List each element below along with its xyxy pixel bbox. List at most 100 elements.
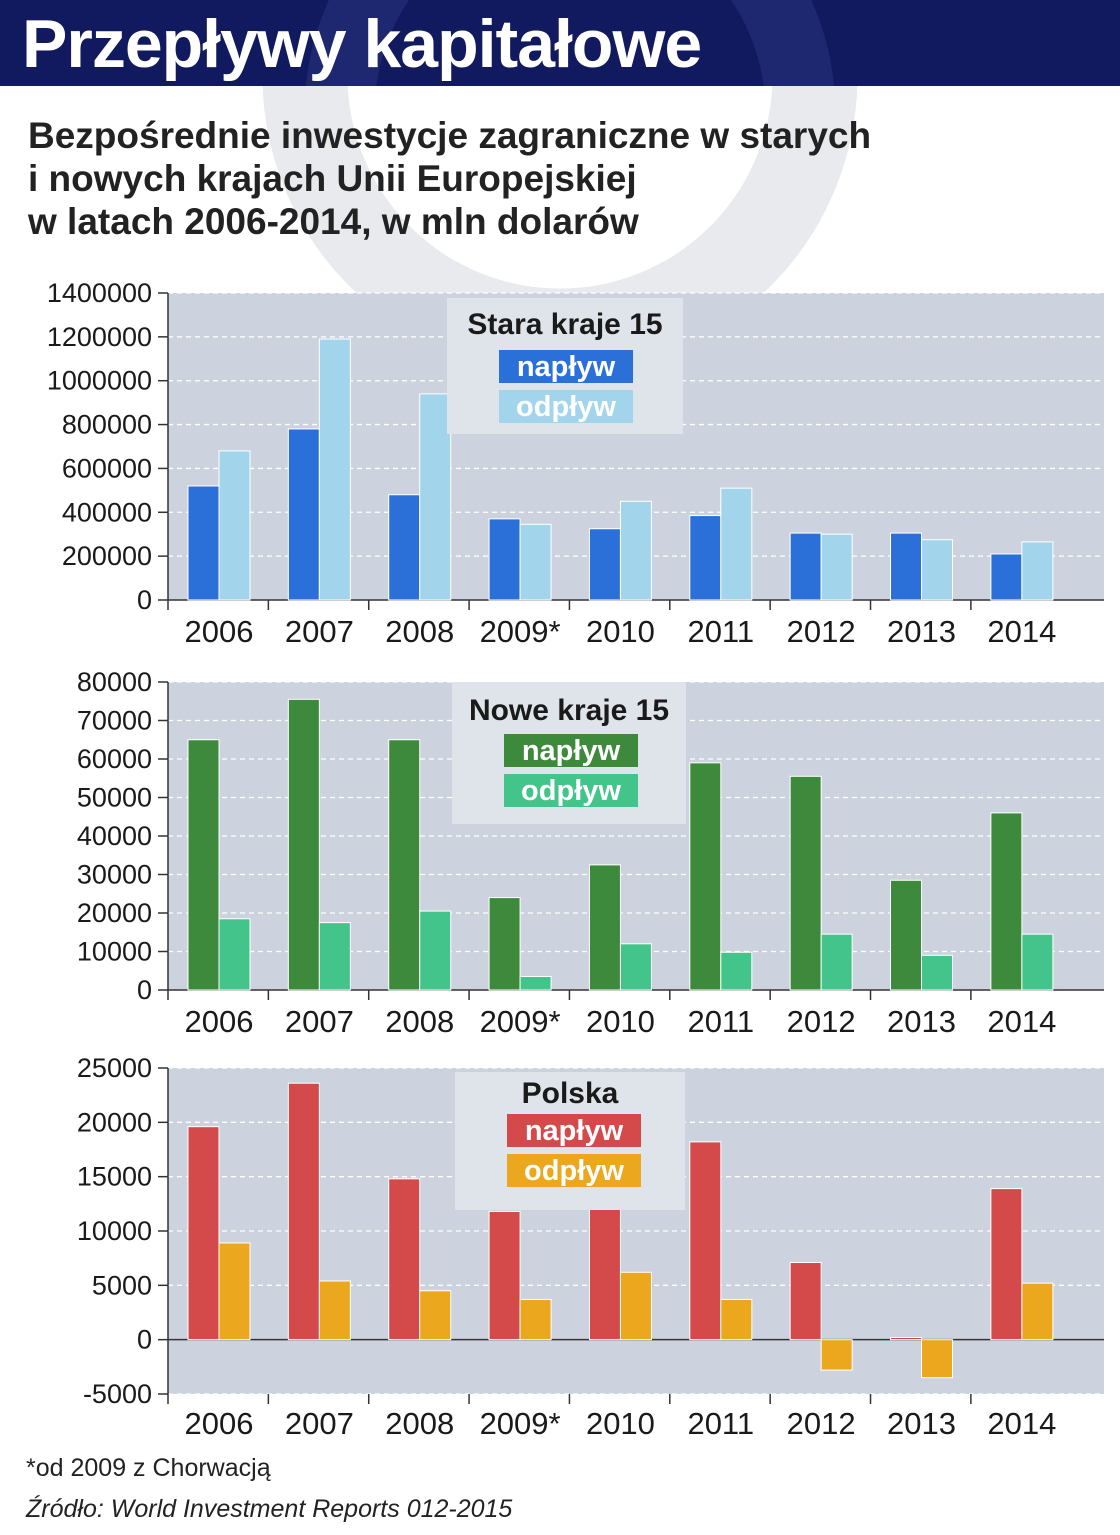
x-tick-label: 2013 — [887, 1004, 956, 1039]
legend-title: Stara kraje 15 — [467, 308, 662, 341]
legend-label-odpływ: odpływ — [521, 775, 621, 807]
bar-odpływ-2008 — [419, 393, 452, 601]
x-tick-label: 2008 — [385, 1004, 454, 1039]
x-tick-label: 2007 — [285, 1004, 354, 1039]
legend-title: Polska — [522, 1077, 619, 1110]
x-tick-label: 2012 — [787, 614, 856, 649]
x-tick-label: 2014 — [987, 1406, 1056, 1441]
y-tick-label: 1400000 — [47, 278, 152, 308]
legend-label-napływ: napływ — [525, 1115, 624, 1147]
bar-napływ-2014 — [990, 1188, 1023, 1341]
bar-napływ-2014 — [990, 812, 1023, 991]
bar-napływ-2011 — [689, 515, 722, 601]
x-tick-label: 2011 — [687, 614, 754, 649]
y-tick-label: 40000 — [77, 821, 152, 851]
x-tick-label: 2014 — [987, 1004, 1056, 1039]
bar-odpływ-2013 — [921, 1339, 954, 1379]
bar-napływ-2007 — [287, 1082, 320, 1341]
bar-odpływ-2006 — [218, 450, 251, 601]
y-tick-label: 20000 — [77, 898, 152, 928]
x-tick-label: 2009* — [480, 1004, 561, 1039]
bar-odpływ-2007 — [318, 338, 351, 601]
legend-swatch-napływ — [507, 1114, 641, 1147]
y-tick-label: 800000 — [62, 410, 152, 440]
x-tick-label: 2006 — [185, 1004, 254, 1039]
y-tick-label: 0 — [137, 975, 152, 1005]
x-tick-label: 2013 — [887, 614, 956, 649]
y-tick-label: 400000 — [62, 497, 152, 527]
y-tick-label: 80000 — [77, 667, 152, 697]
x-tick-label: 2010 — [586, 1004, 655, 1039]
subtitle-line-3: w latach 2006-2014, w mln dolarów — [28, 201, 639, 242]
bar-odpływ-2009* — [519, 1298, 552, 1341]
y-tick-label: 0 — [137, 585, 152, 615]
bar-odpływ-2010 — [619, 943, 652, 991]
y-tick-label: 10000 — [77, 1216, 152, 1246]
bar-odpływ-2012 — [820, 1339, 853, 1371]
y-tick-label: 15000 — [77, 1162, 152, 1192]
x-tick-label: 2014 — [987, 614, 1056, 649]
y-tick-label: 200000 — [62, 541, 152, 571]
bar-odpływ-2006 — [218, 918, 251, 991]
bar-odpływ-2014 — [1021, 933, 1054, 991]
y-tick-label: 0 — [137, 1325, 152, 1355]
x-tick-label: 2009* — [480, 614, 561, 649]
y-tick-label: 50000 — [77, 783, 152, 813]
bar-odpływ-2012 — [820, 533, 853, 601]
chart-polska: 25000 20000 15000 10000 5000 0 -5000 2006 2007 20… — [77, 1053, 1104, 1441]
x-tick-label: 2006 — [185, 1406, 254, 1441]
y-tick-label: 1000000 — [47, 366, 152, 396]
bar-napływ-2010 — [588, 528, 621, 601]
y-tick-label: 30000 — [77, 860, 152, 890]
y-tick-label: 5000 — [92, 1270, 152, 1300]
subtitle-line-1: Bezpośrednie inwestycje zagraniczne w st… — [28, 115, 872, 156]
page-title: Przepływy kapitałowe — [22, 6, 702, 82]
bar-odpływ-2012 — [820, 933, 853, 991]
bar-odpływ-2011 — [720, 1298, 753, 1341]
bar-napływ-2010 — [588, 864, 621, 991]
x-tick-label: 2011 — [687, 1406, 754, 1441]
bar-odpływ-2010 — [619, 500, 652, 601]
x-tick-label: 2012 — [787, 1406, 856, 1441]
subtitle: Bezpośrednie inwestycje zagraniczne w st… — [28, 114, 1088, 243]
bar-napływ-2011 — [689, 762, 722, 991]
bar-odpływ-2014 — [1021, 1282, 1054, 1341]
bar-odpływ-2011 — [720, 487, 753, 601]
bar-odpływ-2010 — [619, 1271, 652, 1341]
x-tick-label: 2011 — [687, 1004, 754, 1039]
legend-swatch-napływ — [499, 350, 633, 383]
y-tick-label: 25000 — [77, 1053, 152, 1083]
x-tick-label: 2008 — [385, 1406, 454, 1441]
legend-label-napływ: napływ — [517, 351, 616, 383]
bar-napływ-2009* — [488, 518, 521, 601]
x-tick-label: 2006 — [185, 614, 254, 649]
footnote: *od 2009 z Chorwacją — [26, 1454, 271, 1482]
bar-napływ-2010 — [588, 1200, 621, 1341]
legend-label-napływ: napływ — [522, 735, 621, 767]
bar-napływ-2009* — [488, 897, 521, 991]
bar-napływ-2006 — [187, 1126, 220, 1341]
bar-napływ-2011 — [689, 1141, 722, 1341]
source-note: Źródło: World Investment Reports 012-201… — [26, 1495, 513, 1523]
bar-odpływ-2008 — [419, 1290, 452, 1341]
bar-napływ-2008 — [388, 1178, 421, 1341]
y-tick-label: 600000 — [62, 453, 152, 483]
bar-napływ-2013 — [890, 1336, 923, 1341]
bar-odpływ-2014 — [1021, 541, 1054, 601]
legend-swatch-odpływ — [499, 390, 633, 423]
x-tick-label: 2009* — [480, 1406, 561, 1441]
bar-napływ-2013 — [890, 879, 923, 991]
y-tick-label: 1200000 — [47, 322, 152, 352]
bar-napływ-2012 — [789, 532, 822, 601]
bar-napływ-2014 — [990, 553, 1023, 601]
y-tick-label: -5000 — [83, 1379, 152, 1409]
legend-label-odpływ: odpływ — [516, 391, 616, 423]
bar-napływ-2007 — [287, 428, 320, 601]
header-bar: Przepływy kapitałowe — [0, 0, 1120, 86]
bar-odpływ-2008 — [419, 910, 452, 991]
legend-swatch-odpływ — [507, 1154, 641, 1187]
x-tick-label: 2012 — [787, 1004, 856, 1039]
bar-napływ-2012 — [789, 775, 822, 991]
x-tick-label: 2010 — [586, 614, 655, 649]
legend-swatch-napływ — [504, 734, 638, 767]
